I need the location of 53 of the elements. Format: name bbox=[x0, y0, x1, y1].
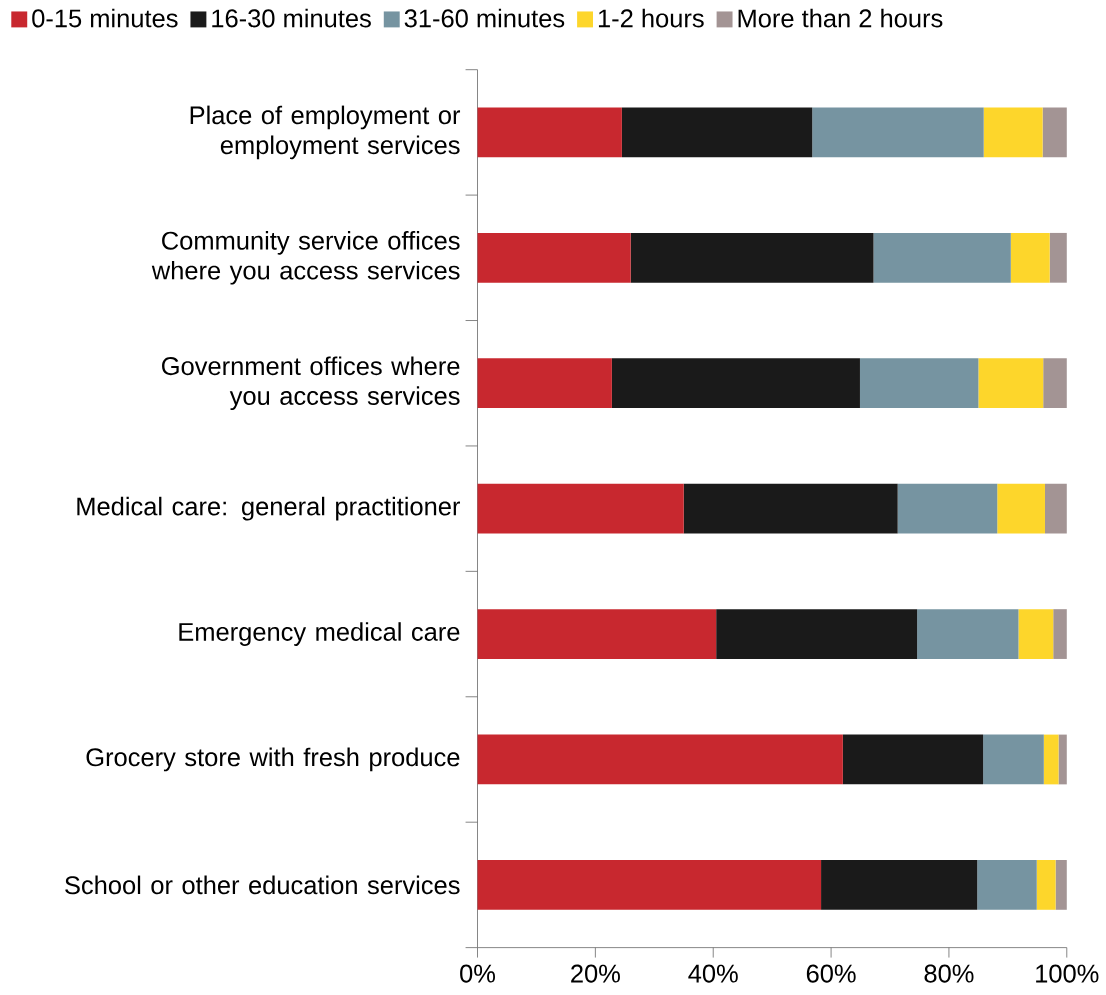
legend-label: 31-60 minutes bbox=[404, 8, 565, 28]
bar bbox=[821, 859, 978, 910]
legend-label: 0-15 minutes bbox=[32, 8, 178, 28]
bar bbox=[1043, 734, 1059, 785]
bar bbox=[1042, 107, 1067, 158]
x-tick-label: 40% bbox=[688, 964, 738, 983]
bar bbox=[977, 859, 1037, 910]
bar bbox=[1036, 859, 1056, 910]
x-tick-label: 20% bbox=[571, 964, 620, 983]
legend-label: More than 2 hours bbox=[738, 8, 943, 28]
y-tick-label: Place of employment or employment services bbox=[190, 105, 461, 159]
bar bbox=[1018, 608, 1054, 659]
x-tick-label: 100% bbox=[1036, 964, 1099, 983]
bar bbox=[859, 358, 979, 408]
bar bbox=[477, 608, 717, 659]
bar bbox=[621, 107, 813, 158]
y-tick-label: Community service offices where you access services bbox=[151, 230, 460, 285]
bar bbox=[477, 358, 612, 408]
y-tick-label: Medical care: general practitioner bbox=[77, 496, 461, 521]
y-tick-label: Grocery store with fresh produce bbox=[86, 747, 460, 772]
bar bbox=[812, 107, 984, 158]
bar bbox=[1044, 483, 1067, 534]
bar bbox=[978, 358, 1044, 408]
bar bbox=[983, 107, 1043, 158]
bar bbox=[897, 483, 998, 534]
bar bbox=[477, 734, 843, 785]
bar bbox=[611, 358, 860, 408]
bar bbox=[477, 859, 822, 910]
bar bbox=[983, 734, 1044, 785]
bar bbox=[1055, 859, 1067, 910]
bar bbox=[1058, 734, 1067, 785]
bar bbox=[1053, 608, 1067, 659]
bar bbox=[716, 608, 918, 659]
bar bbox=[997, 483, 1045, 534]
y-tick-label: School or other education services bbox=[65, 875, 460, 895]
bar bbox=[477, 483, 684, 534]
bar bbox=[477, 232, 631, 283]
bar bbox=[1049, 232, 1067, 283]
bar bbox=[1043, 358, 1067, 408]
y-tick-label: Government offices where you access services bbox=[162, 356, 460, 410]
legend-label: 1-2 hours bbox=[598, 8, 704, 28]
bar bbox=[917, 608, 1019, 659]
bar bbox=[873, 232, 1011, 283]
x-tick-label: 60% bbox=[806, 964, 856, 983]
legend-label: 16-30 minutes bbox=[212, 8, 371, 28]
y-tick-label: Emergency medical care bbox=[179, 622, 460, 646]
x-tick-label: 0% bbox=[460, 964, 495, 983]
bar bbox=[630, 232, 874, 283]
bar bbox=[477, 107, 622, 158]
bar bbox=[683, 483, 898, 534]
x-tick-label: 80% bbox=[924, 964, 974, 983]
bar bbox=[842, 734, 984, 785]
bar bbox=[1010, 232, 1050, 283]
